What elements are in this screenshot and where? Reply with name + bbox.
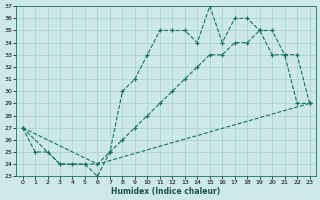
X-axis label: Humidex (Indice chaleur): Humidex (Indice chaleur)	[111, 187, 221, 196]
